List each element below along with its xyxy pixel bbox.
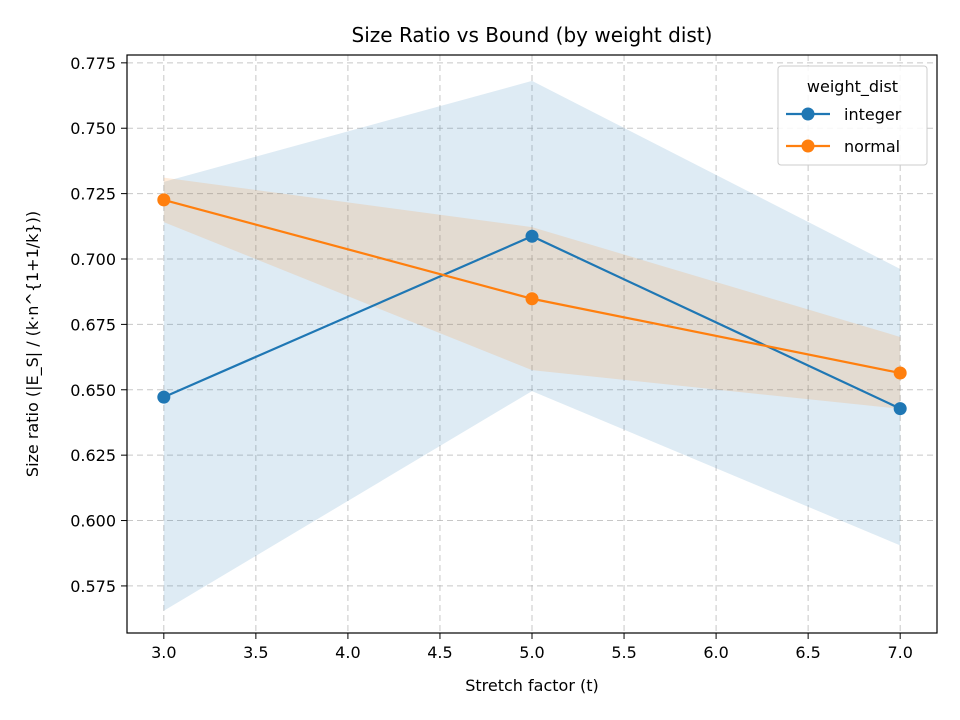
band-integer [163, 80, 901, 611]
point-normal [893, 366, 907, 380]
y-tick-label: 0.750 [70, 119, 116, 138]
x-tick-label: 4.5 [427, 643, 452, 662]
legend-items: integer normal [786, 105, 902, 156]
point-normal [157, 193, 171, 207]
y-tick-label: 0.700 [70, 250, 116, 269]
legend: weight_dist integer normal [777, 65, 928, 166]
y-tick-label: 0.675 [70, 315, 116, 334]
legend-label-integer: integer [844, 105, 902, 124]
y-tick-label: 0.600 [70, 512, 116, 531]
y-tick-label: 0.775 [70, 54, 116, 73]
x-tick-label: 5.5 [611, 643, 636, 662]
x-tick-label: 4.0 [335, 643, 360, 662]
legend-box [777, 65, 928, 166]
x-axis-ticks: 3.0 3.5 4.0 4.5 5.0 5.5 6.0 6.5 7.0 [151, 633, 913, 662]
x-tick-label: 5.0 [519, 643, 544, 662]
y-tick-label: 0.625 [70, 446, 116, 465]
y-tick-label: 0.650 [70, 381, 116, 400]
x-tick-label: 6.5 [795, 643, 820, 662]
chart-title: Size Ratio vs Bound (by weight dist) [352, 23, 713, 47]
y-tick-label: 0.725 [70, 185, 116, 204]
point-integer [157, 390, 171, 404]
x-axis-label: Stretch factor (t) [465, 676, 599, 695]
point-integer [525, 229, 539, 243]
x-tick-label: 3.0 [151, 643, 176, 662]
point-integer [893, 402, 907, 416]
x-tick-label: 7.0 [887, 643, 912, 662]
legend-marker-integer [801, 107, 815, 121]
x-tick-label: 3.5 [243, 643, 268, 662]
legend-label-normal: normal [844, 137, 900, 156]
y-tick-label: 0.575 [70, 577, 116, 596]
x-tick-label: 6.0 [703, 643, 728, 662]
legend-title: weight_dist [807, 77, 898, 97]
legend-marker-normal [801, 139, 815, 153]
series-points [157, 193, 907, 416]
y-axis-ticks: 0.575 0.600 0.625 0.650 0.675 0.700 0.725 0.750… [70, 54, 127, 596]
y-axis-label: Size ratio (|E_S| / (k·n^{1+1/k})) [23, 211, 43, 477]
point-normal [525, 292, 539, 306]
